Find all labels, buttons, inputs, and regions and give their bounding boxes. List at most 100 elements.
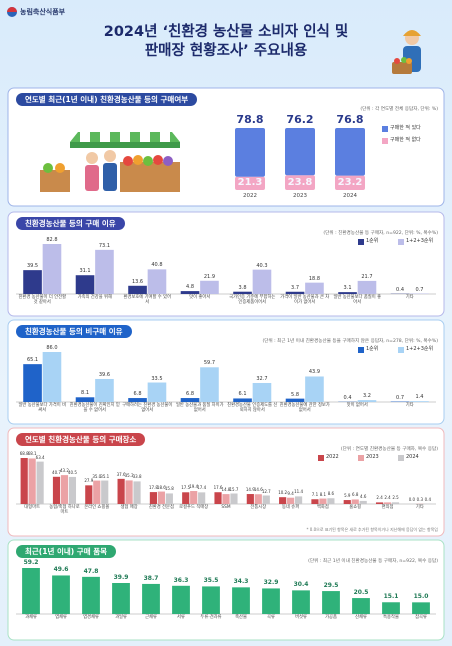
unit-note: (단위 : 친환경농산물 등 구매자, n=922, 단위: %, 복수%) <box>323 231 438 236</box>
bar <box>149 492 157 504</box>
org-name: 농림축산식품부 <box>20 8 66 16</box>
bar <box>412 602 430 614</box>
category-label: 대형마트 <box>24 505 41 510</box>
value-label: 76.8 <box>336 113 364 127</box>
value-label: 68.1 <box>27 451 37 457</box>
bar <box>279 497 287 504</box>
value-label: 17.4 <box>197 485 207 491</box>
bar <box>202 586 220 614</box>
bar-segment <box>335 128 365 176</box>
farmer-illustration <box>392 30 421 74</box>
value-label: 15.7 <box>229 486 239 492</box>
bar <box>410 401 429 402</box>
value-label: 23.8 <box>287 176 313 188</box>
category-label: 버섯류 <box>295 615 307 620</box>
value-label: 40.3 <box>256 262 268 269</box>
value-label: 43.9 <box>308 369 321 376</box>
category-label: 동네 슈퍼 <box>282 505 300 510</box>
bar <box>52 575 70 614</box>
category-label: 특용작물 <box>383 615 399 620</box>
value-label: 47.8 <box>83 567 99 575</box>
bar <box>85 485 93 504</box>
bar-segment <box>335 175 365 190</box>
category-label: 가공품 <box>325 615 337 620</box>
value-label: 35.0 <box>92 473 102 479</box>
value-label: 18.8 <box>308 275 321 282</box>
value-label: 21.7 <box>361 273 373 280</box>
category-label: 생협 매장 <box>120 505 138 510</box>
bar <box>165 493 173 504</box>
title-line: 2024년 ‘친환경 농산물 소비자 인식 및 <box>103 24 349 40</box>
bar-segment <box>235 128 265 177</box>
category-label: 축산물 <box>235 615 247 620</box>
category-label: 편의점 <box>381 505 394 510</box>
value-label: 0.7 <box>396 394 404 401</box>
bar <box>28 458 36 504</box>
bar <box>214 492 222 504</box>
category-label: 엽경채류 <box>83 615 99 620</box>
bar <box>68 476 77 504</box>
year-label: 2022 <box>243 193 257 199</box>
category-label: 백화점 <box>316 505 329 510</box>
value-label: 1.4 <box>415 394 424 401</box>
bar-segment <box>285 175 315 190</box>
category-label: 맛이 좋아서 <box>189 295 211 300</box>
value-label: 73.1 <box>98 242 111 249</box>
legend-swatch <box>358 347 364 353</box>
bar <box>93 480 101 504</box>
value-label: 59.7 <box>203 360 216 367</box>
value-label: 14.8 <box>221 487 231 493</box>
value-label: 33.5 <box>151 375 163 382</box>
legend-swatch <box>358 455 364 461</box>
bar <box>311 499 319 504</box>
bar <box>75 397 95 402</box>
section-title: 친환경농산물 등의 구매 이유 <box>16 217 125 230</box>
bar <box>292 590 310 614</box>
legend-swatch <box>358 239 364 245</box>
value-label: 17.6 <box>213 485 223 491</box>
panel <box>7 319 445 425</box>
bar <box>285 291 305 294</box>
value-label: 0.0 <box>408 497 416 502</box>
bar <box>95 378 114 402</box>
bar <box>357 400 377 402</box>
bar <box>125 480 133 504</box>
value-label: 9.4 <box>287 490 294 496</box>
category-label: 로컬푸드 직매장 <box>179 505 209 510</box>
value-label: 86.0 <box>46 345 58 351</box>
legend-label: 1순위 <box>366 238 379 244</box>
value-label: 32.9 <box>263 579 279 587</box>
category-label: 일반 농산물과 품질 차이가 없어서 <box>175 403 224 413</box>
bar <box>382 602 400 614</box>
panel <box>7 427 445 537</box>
category-label: 온라인 쇼핑몰 <box>84 505 110 510</box>
bar <box>232 587 250 614</box>
category-label: 가격이 일반 농산물과 큰 차이가 없어서 <box>280 295 330 305</box>
legend-label: 2024 <box>406 454 419 460</box>
bar <box>375 502 384 504</box>
bar-segment <box>235 176 265 190</box>
value-label: 6.1 <box>238 391 247 398</box>
bar <box>305 376 324 402</box>
panel <box>7 211 445 317</box>
bar <box>383 502 392 504</box>
bar <box>42 244 62 294</box>
category-label: 전통시장 <box>250 505 267 510</box>
legend-swatch <box>398 455 404 461</box>
section-title: 연도별 친환경농산물 등의 구매장소 <box>16 433 146 446</box>
category-label: 맛이 없어서 <box>346 403 368 408</box>
value-label: 10.2 <box>278 490 288 496</box>
bar <box>190 491 198 504</box>
section-title: 최근(1년 이내) 구매 품목 <box>16 545 117 558</box>
category-label: 기타 <box>415 505 424 510</box>
bar <box>36 461 44 504</box>
legend-swatch <box>398 347 404 353</box>
bar <box>252 269 272 294</box>
value-label: 35.3 <box>124 473 134 479</box>
bar <box>295 496 303 504</box>
bar <box>60 475 69 504</box>
category-label: SSM <box>221 505 231 510</box>
bar <box>285 398 305 402</box>
bar <box>233 291 252 294</box>
value-label: 23.2 <box>337 176 363 188</box>
